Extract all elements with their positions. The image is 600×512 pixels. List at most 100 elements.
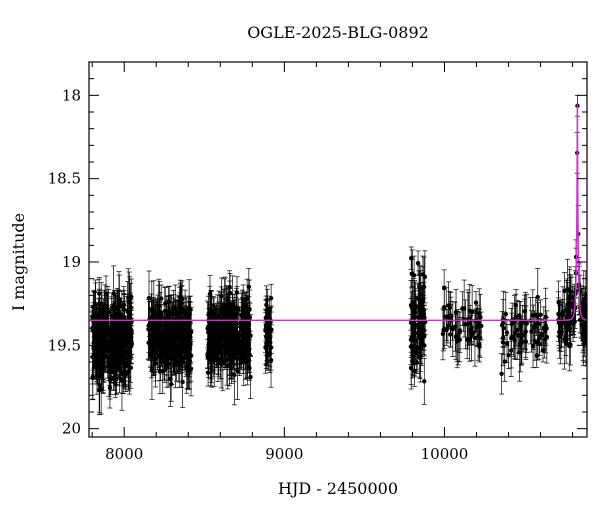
data-point xyxy=(500,320,506,326)
data-point xyxy=(187,323,192,328)
data-point xyxy=(446,303,451,308)
data-point xyxy=(101,348,107,353)
data-point xyxy=(532,325,537,330)
data-point xyxy=(206,312,211,317)
data-point xyxy=(539,333,544,338)
data-point xyxy=(240,336,246,341)
data-point xyxy=(110,361,116,366)
data-point xyxy=(95,354,100,359)
data-point xyxy=(220,361,226,366)
data-point xyxy=(265,307,270,313)
data-point xyxy=(536,336,542,342)
data-point xyxy=(520,320,525,325)
data-point xyxy=(506,352,511,358)
data-point xyxy=(153,361,158,366)
data-point xyxy=(417,355,423,361)
data-point xyxy=(413,305,418,310)
data-point xyxy=(162,367,168,373)
data-point xyxy=(169,355,175,360)
data-point xyxy=(442,304,447,310)
data-point xyxy=(233,348,239,353)
data-point xyxy=(502,359,507,364)
data-point xyxy=(409,255,414,261)
data-point xyxy=(126,328,132,333)
data-point xyxy=(248,374,253,380)
data-point xyxy=(469,332,474,338)
data-point xyxy=(248,333,253,338)
data-point xyxy=(159,296,164,301)
data-point xyxy=(473,300,479,305)
data-point xyxy=(535,294,540,300)
data-point xyxy=(232,306,237,311)
data-point xyxy=(422,379,427,384)
observing-season-4 xyxy=(262,283,274,388)
data-point xyxy=(159,352,164,357)
data-point xyxy=(108,356,114,362)
data-point xyxy=(205,370,211,375)
data-point xyxy=(534,353,539,358)
data-point xyxy=(97,312,102,317)
data-point xyxy=(171,346,176,352)
data-point xyxy=(114,376,119,382)
data-point xyxy=(109,305,114,310)
data-point xyxy=(232,372,237,378)
data-point xyxy=(219,293,224,299)
data-point xyxy=(168,341,174,347)
data-point xyxy=(235,369,240,374)
data-point xyxy=(503,311,508,317)
data-point xyxy=(97,382,102,388)
data-point xyxy=(241,307,246,312)
data-point xyxy=(117,362,122,367)
data-point xyxy=(477,335,483,340)
data-point xyxy=(183,313,188,318)
data-point xyxy=(149,367,155,372)
data-point xyxy=(161,345,167,350)
data-point xyxy=(147,340,152,345)
data-point xyxy=(418,345,423,350)
data-point xyxy=(171,321,176,326)
data-point xyxy=(151,308,157,313)
data-point xyxy=(475,323,480,328)
data-point xyxy=(411,344,417,349)
data-point xyxy=(419,341,425,346)
observing-season-7 xyxy=(499,268,550,395)
data-point xyxy=(188,341,193,346)
data-point xyxy=(530,313,535,318)
data-point xyxy=(208,357,213,362)
data-point xyxy=(173,327,178,332)
data-point xyxy=(150,334,155,339)
data-point xyxy=(538,312,543,318)
data-point xyxy=(222,351,228,357)
data-point xyxy=(95,360,101,366)
data-point xyxy=(108,328,113,333)
data-point xyxy=(422,315,427,321)
data-point xyxy=(215,357,221,362)
data-point xyxy=(99,361,105,366)
data-point xyxy=(246,284,252,289)
data-point xyxy=(544,334,550,340)
data-point xyxy=(233,313,239,319)
data-point xyxy=(107,385,113,390)
data-point xyxy=(177,347,182,353)
data-point xyxy=(477,310,482,316)
data-point xyxy=(105,345,110,351)
data-point xyxy=(115,305,121,310)
data-point xyxy=(123,363,128,369)
data-point xyxy=(245,315,250,321)
data-point xyxy=(477,344,482,349)
data-point xyxy=(179,306,185,311)
data-point xyxy=(207,331,213,336)
data-point xyxy=(168,382,174,387)
data-point xyxy=(174,353,179,358)
data-point xyxy=(444,314,449,319)
data-point xyxy=(472,335,478,341)
observing-season-3 xyxy=(205,268,254,406)
data-point xyxy=(263,345,268,350)
data-point xyxy=(100,342,105,347)
data-point xyxy=(523,329,528,334)
data-point xyxy=(184,329,189,335)
data-point xyxy=(508,348,514,353)
data-point xyxy=(112,302,117,307)
data-point xyxy=(499,371,504,377)
